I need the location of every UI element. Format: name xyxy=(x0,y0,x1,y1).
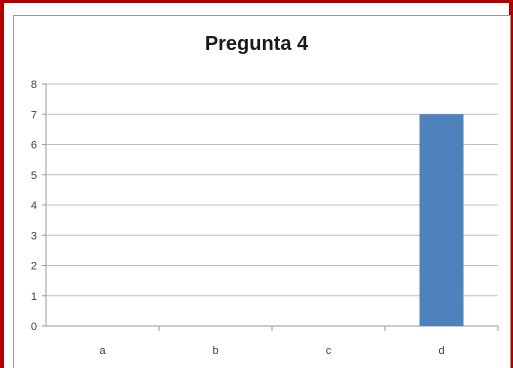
x-tick-label: d xyxy=(438,345,444,357)
x-tick-label: c xyxy=(326,345,332,357)
chart-title: Pregunta 4 xyxy=(204,33,309,55)
y-tick-label: 0 xyxy=(31,321,37,333)
y-tick-label: 4 xyxy=(31,200,37,212)
y-tick-label: 5 xyxy=(31,170,37,182)
y-tick-label: 1 xyxy=(31,291,37,303)
y-tick-label: 6 xyxy=(31,140,37,152)
y-tick-label: 3 xyxy=(31,230,37,242)
x-tick-label: a xyxy=(99,345,106,357)
y-tick-label: 7 xyxy=(31,109,37,121)
y-tick-label: 2 xyxy=(31,261,37,273)
x-tick-label: b xyxy=(212,345,218,357)
bar-d xyxy=(419,114,464,326)
y-tick-label: 8 xyxy=(31,79,37,91)
